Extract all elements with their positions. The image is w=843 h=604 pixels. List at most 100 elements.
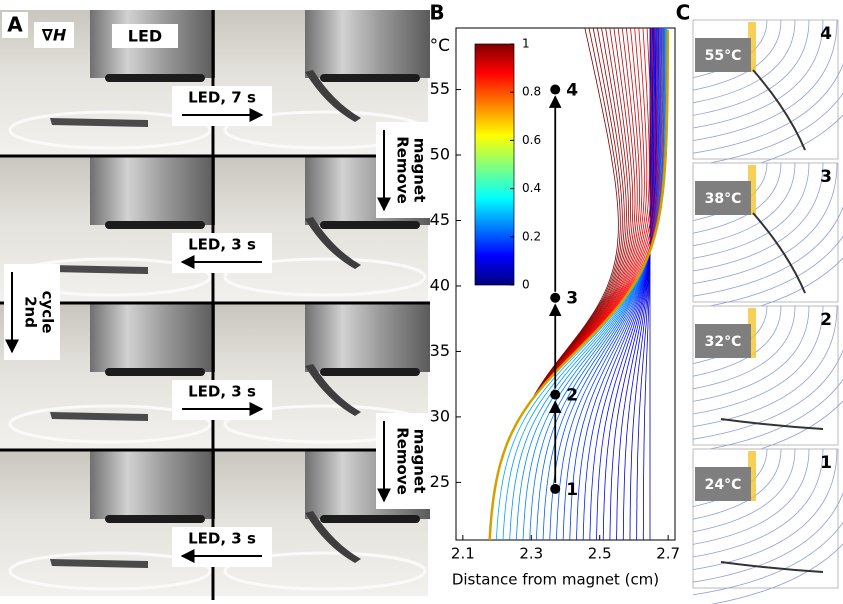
light-label: LED	[128, 27, 162, 46]
contour-line	[531, 28, 627, 401]
x-tick-label: 2.3	[519, 545, 543, 563]
dish	[223, 551, 427, 591]
strip	[752, 69, 806, 151]
vertical-note: Remove	[394, 427, 412, 495]
magnet-base	[320, 221, 420, 229]
magnet-glow	[748, 308, 756, 358]
contour-line	[569, 28, 660, 540]
x-tick-label: 2.1	[451, 545, 475, 563]
contour-line	[602, 28, 656, 540]
magnet	[90, 157, 215, 225]
field-line	[692, 19, 782, 91]
contour-line	[531, 28, 625, 401]
state-point	[550, 84, 561, 95]
state-point	[550, 389, 561, 400]
contour-line	[531, 28, 619, 401]
field-line	[692, 19, 810, 116]
field-line	[692, 348, 843, 440]
contour-line	[616, 28, 655, 540]
field-line	[692, 162, 810, 259]
contour-line	[529, 28, 664, 540]
contour-line	[596, 28, 657, 540]
label-bg	[2, 12, 28, 38]
colorbar-tick-label: 0.6	[522, 133, 541, 147]
panel-label: C	[676, 1, 691, 25]
action-label: LED, 3 s	[188, 236, 256, 254]
y-tick-label: 25	[430, 472, 450, 491]
panel-a: A ∇H LED LED, 7 s LED, 3 s LED, 3 s LED, 3 s Re…	[0, 10, 432, 600]
temperature-label: 55°C	[705, 48, 742, 64]
magnet-base	[320, 515, 420, 523]
panel-label: B	[429, 1, 444, 25]
field-line	[692, 448, 824, 558]
field-line	[692, 378, 843, 453]
field-line	[692, 235, 843, 310]
action-label: LED, 3 s	[188, 530, 256, 548]
strip	[752, 212, 806, 294]
dish	[8, 110, 212, 150]
label-bg	[112, 24, 178, 48]
contour-line	[531, 28, 634, 401]
temp-bg	[695, 467, 751, 501]
field-line	[692, 162, 824, 272]
vertical-note: magnet	[411, 429, 429, 494]
contour-line	[542, 28, 663, 540]
magnet-base	[105, 515, 205, 523]
contour-line	[622, 28, 654, 540]
strip	[305, 217, 361, 269]
field-lines	[692, 162, 843, 322]
magnet	[90, 304, 215, 372]
field-line	[692, 162, 838, 284]
contour-line	[531, 28, 629, 401]
state-point	[550, 292, 561, 303]
gradient-label: ∇H	[42, 26, 67, 45]
contour-line	[531, 28, 631, 401]
field-line	[692, 162, 782, 234]
colorbar-tick-label: 0.2	[522, 229, 541, 243]
contour-line	[531, 28, 643, 401]
contour-line	[531, 28, 645, 401]
colorbar-tick-label: 0	[522, 278, 530, 292]
magnet-glow	[748, 165, 756, 215]
point-label: 4	[566, 81, 578, 101]
point-label: 3	[566, 289, 578, 309]
vertical-note: Remove	[394, 136, 412, 204]
contour-line	[531, 28, 648, 401]
field-line	[692, 62, 843, 154]
y-tick-label: 55	[430, 79, 450, 98]
strip	[305, 511, 361, 563]
dish	[223, 257, 427, 297]
contour-line	[531, 28, 636, 401]
temp-bg	[695, 324, 751, 358]
y-tick-label: 45	[430, 210, 450, 229]
field-line	[692, 19, 838, 141]
strip	[305, 70, 361, 122]
contour-line	[589, 28, 658, 540]
strip	[50, 265, 148, 274]
y-unit: °C	[430, 36, 450, 56]
panel-c: C 55°C 4 38°C 3 32°C 2 24°C 1	[676, 1, 843, 604]
temperature-label: 32°C	[705, 334, 742, 350]
magnet-glow	[748, 451, 756, 501]
point-label: 1	[566, 480, 578, 500]
step-label: 2	[820, 310, 832, 330]
colorbar-tick-label: 0.4	[522, 181, 541, 195]
field-line	[692, 305, 810, 402]
field-line	[710, 543, 843, 604]
contour-line	[531, 28, 621, 401]
field-line	[692, 19, 824, 129]
strip	[720, 418, 824, 430]
contour-line	[531, 28, 653, 401]
field-line	[692, 205, 843, 297]
strip	[50, 412, 148, 421]
contour-line	[509, 28, 666, 540]
contour-line	[536, 28, 664, 540]
field-line	[692, 448, 796, 533]
x-tick-label: 2.5	[588, 545, 612, 563]
temp-bg	[695, 38, 751, 72]
magnet	[305, 304, 430, 372]
x-axis-title: Distance from magnet (cm)	[452, 571, 659, 589]
field-line	[692, 448, 810, 545]
field-line	[692, 305, 824, 415]
